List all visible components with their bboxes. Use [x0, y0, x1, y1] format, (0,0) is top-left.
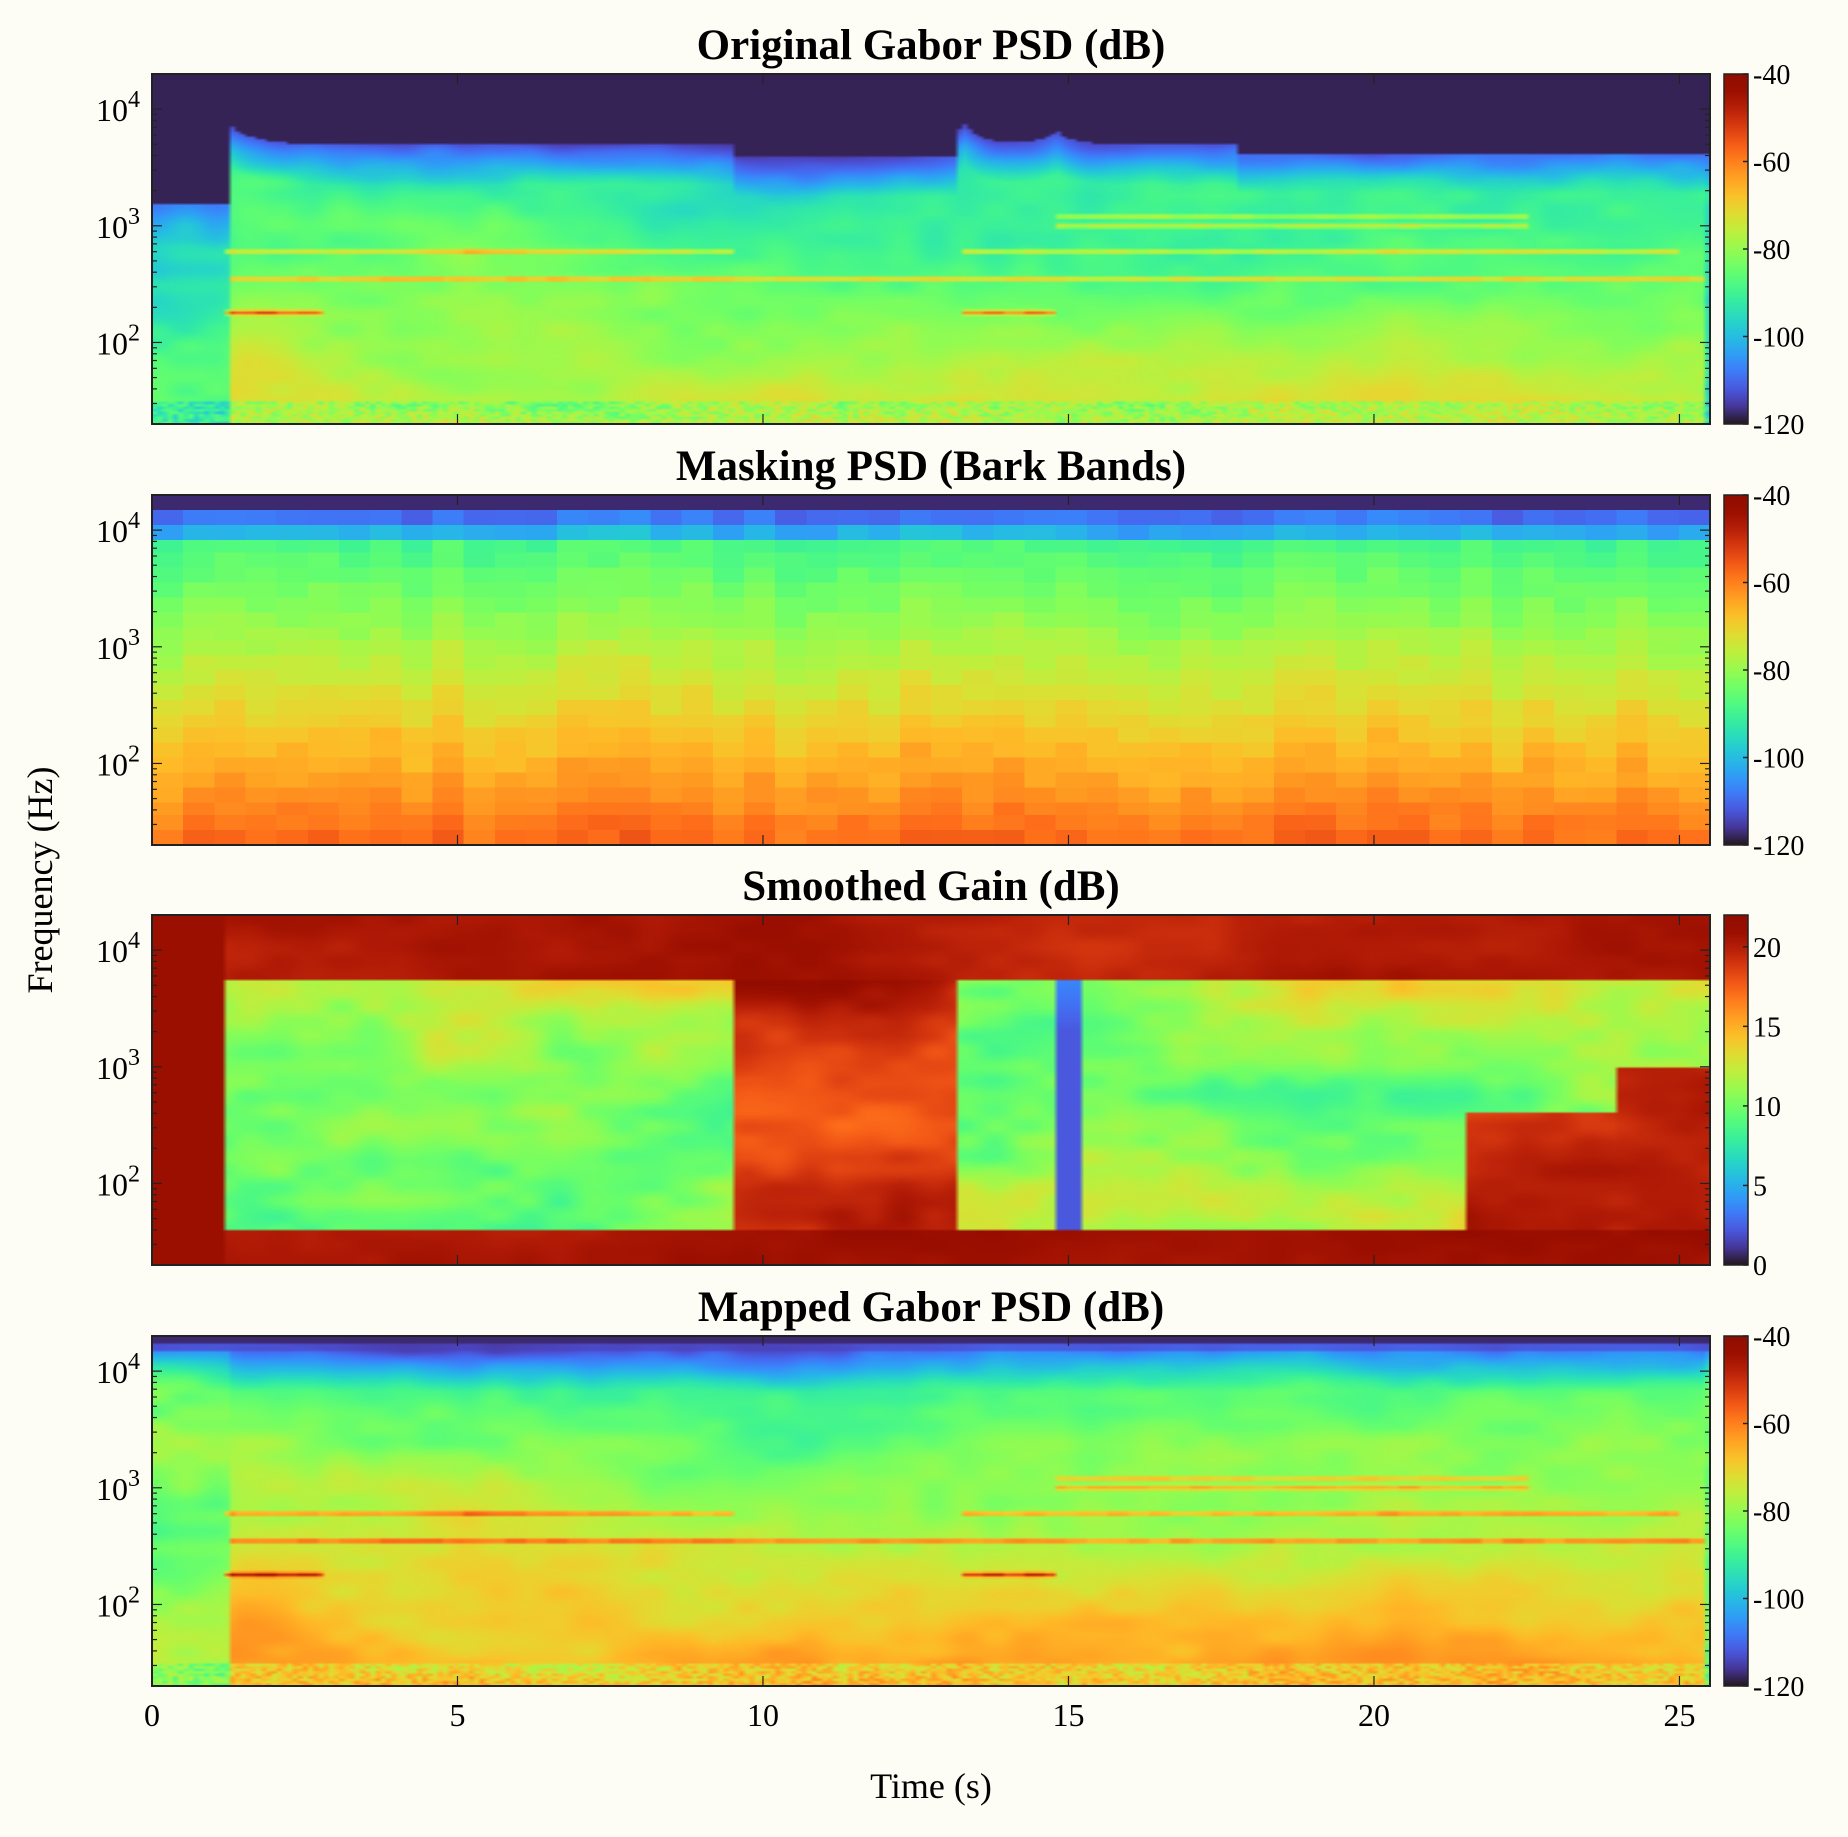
panel-title: Smoothed Gain (dB) [742, 863, 1120, 910]
heatmap-0 [152, 74, 1710, 424]
colorbar-tick-label: -80 [1753, 656, 1790, 687]
axes-3: 104 103 102 0 5 10 15 20 25 [96, 1335, 1711, 1733]
x-tick-label: 5 [449, 1697, 465, 1733]
colorbar-3: -40 -60 -80 -100 -120 [1723, 1322, 1804, 1703]
x-tick-label: 0 [144, 1697, 160, 1733]
colorbar-tick-label: -120 [1753, 831, 1804, 862]
panel-title: Original Gabor PSD (dB) [697, 22, 1166, 69]
axes-frame [151, 914, 1711, 1266]
y-tick-label: 102 [96, 741, 140, 782]
colorbar-tick-label: -100 [1753, 1585, 1804, 1616]
colorbar-0: -40 -60 -80 -100 -120 [1723, 60, 1804, 441]
colorbar-tick-label: 20 [1753, 933, 1781, 964]
x-axis-label: Time (s) [870, 1766, 992, 1806]
y-tick-label: 104 [96, 87, 140, 128]
colorbar-tick-label: -100 [1753, 744, 1804, 775]
y-tick-label: 104 [96, 928, 140, 969]
y-tick-label: 102 [96, 1582, 140, 1623]
colorbar-2: 20 15 10 5 0 [1723, 914, 1781, 1282]
colorbar-tick-label: -60 [1753, 569, 1790, 600]
x-tick-label: 10 [747, 1697, 779, 1733]
colorbar-tick-label: -60 [1753, 148, 1790, 179]
heatmap-2 [152, 915, 1710, 1265]
colorbar-gradient [1723, 914, 1749, 1266]
y-tick-label: 102 [96, 1161, 140, 1202]
y-tick-label: 103 [96, 204, 140, 245]
colorbar-tick-label: -40 [1753, 1322, 1790, 1353]
colorbar-tick-label: -60 [1753, 1410, 1790, 1441]
colorbar-tick-label: 15 [1753, 1012, 1781, 1043]
colorbar-tick-label: -80 [1753, 235, 1790, 266]
axes-frame [151, 73, 1711, 425]
x-tick-label: 25 [1663, 1697, 1695, 1733]
colorbar-tick-label: 0 [1753, 1251, 1767, 1282]
y-tick-label: 104 [96, 1349, 140, 1390]
y-tick-label: 104 [96, 508, 140, 549]
y-tick-label: 103 [96, 1466, 140, 1507]
axes-1: 104 103 102 [96, 494, 1711, 846]
colorbar-tick-label: -120 [1753, 410, 1804, 441]
colorbar-tick-label: 10 [1753, 1092, 1781, 1123]
colorbar-tick-label: 5 [1753, 1171, 1767, 1202]
axes-0: 104 103 102 [96, 73, 1711, 425]
x-tick-label: 20 [1358, 1697, 1390, 1733]
axes-2: 104 103 102 [96, 914, 1711, 1266]
colorbar-tick-label: -40 [1753, 60, 1790, 91]
colorbar-tick-label: -80 [1753, 1497, 1790, 1528]
x-tick-label: 15 [1052, 1697, 1084, 1733]
heatmap-1 [152, 495, 1710, 845]
y-tick-label: 103 [96, 625, 140, 666]
y-tick-label: 102 [96, 320, 140, 361]
heatmap-3 [152, 1336, 1710, 1686]
colorbar-1: -40 -60 -80 -100 -120 [1723, 481, 1804, 862]
colorbar-tick-label: -120 [1753, 1672, 1804, 1703]
y-tick-label: 103 [96, 1045, 140, 1086]
axes-frame [151, 494, 1711, 846]
colorbar-tick-label: -40 [1753, 481, 1790, 512]
y-axis-label: Frequency (Hz) [20, 767, 60, 994]
axes-frame [151, 1335, 1711, 1687]
panel-title: Mapped Gabor PSD (dB) [698, 1284, 1164, 1331]
panel-title: Masking PSD (Bark Bands) [676, 443, 1186, 490]
colorbar-tick-label: -100 [1753, 323, 1804, 354]
